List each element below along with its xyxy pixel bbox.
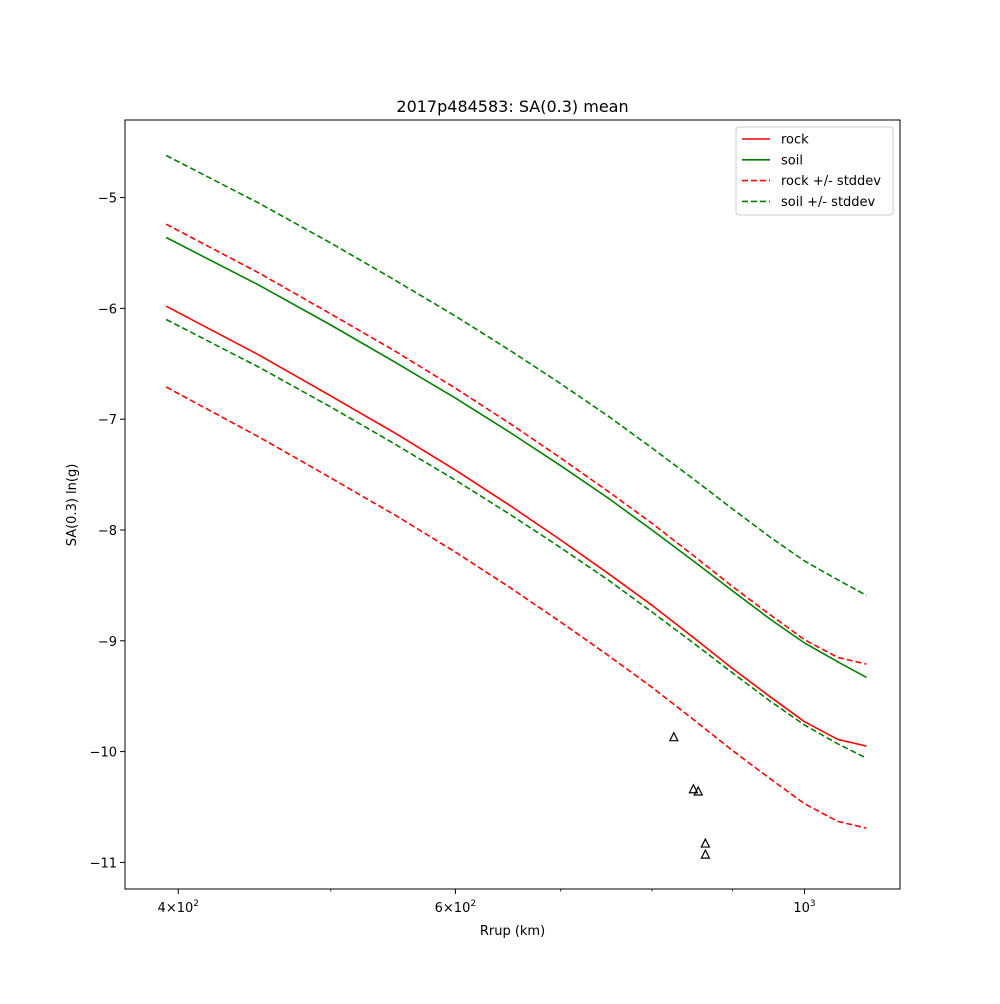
observation-marker xyxy=(688,783,699,794)
x-tick-label: 4×102 xyxy=(158,899,199,916)
y-axis: −11 −10 −9 −8 −7 −6 −5 xyxy=(90,192,125,871)
plot-area xyxy=(165,154,867,859)
soil-mean-line xyxy=(165,236,867,679)
soil-stddev-plus-line xyxy=(165,154,867,597)
y-tick-label: −8 xyxy=(98,524,117,539)
y-axis-label: SA(0.3) ln(g) xyxy=(65,464,80,547)
legend-box xyxy=(735,126,894,216)
observation-marker xyxy=(668,731,679,742)
legend-label: soil xyxy=(781,153,803,168)
x-tick-label: 103 xyxy=(793,899,815,916)
y-tick-label: −5 xyxy=(98,192,117,207)
x-axis: 4×102 6×102 103 xyxy=(158,889,816,916)
legend-label: rock xyxy=(781,133,809,148)
legend-label: soil +/- stddev xyxy=(781,195,876,210)
observation-marker xyxy=(700,848,711,859)
x-axis-label: Rrup (km) xyxy=(480,924,545,939)
chart-title: 2017p484583: SA(0.3) mean xyxy=(396,97,628,116)
x-tick-label: 6×102 xyxy=(435,899,476,916)
rock-stddev-plus-line xyxy=(165,223,867,665)
legend-label: rock +/- stddev xyxy=(781,174,881,189)
y-tick-label: −9 xyxy=(98,635,117,650)
observation-marker xyxy=(693,785,704,796)
y-tick-label: −11 xyxy=(90,856,117,871)
y-tick-label: −6 xyxy=(98,302,117,317)
axes-frame xyxy=(124,119,901,890)
legend: rock soil rock +/- stddev soil +/- stddev xyxy=(735,126,894,216)
y-tick-label: −10 xyxy=(90,746,117,761)
series-3-minus-line xyxy=(165,386,867,829)
y-tick-label: −7 xyxy=(98,413,117,428)
observation-marker xyxy=(700,837,711,848)
rock-mean-line xyxy=(165,305,867,747)
series-5-minus-line xyxy=(165,318,867,759)
